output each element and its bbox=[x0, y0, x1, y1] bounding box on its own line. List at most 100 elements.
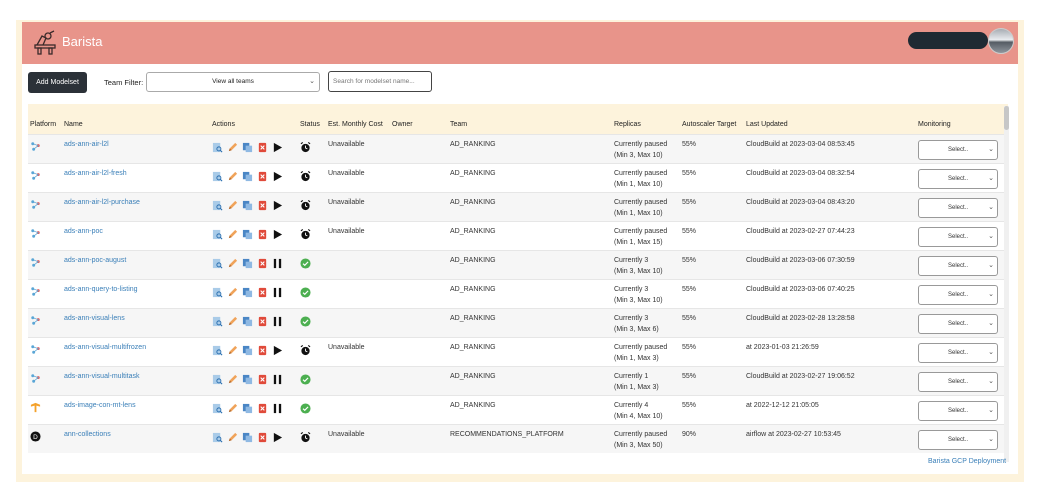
add-modelset-button[interactable]: Add Modelset bbox=[28, 72, 87, 93]
scrollbar-thumb[interactable] bbox=[1004, 106, 1009, 130]
avatar[interactable] bbox=[988, 28, 1014, 54]
edit-pencil-icon[interactable] bbox=[227, 200, 238, 211]
replicas-cell: Currently 4 (Min 4, Max 10) bbox=[612, 395, 680, 424]
delete-icon[interactable] bbox=[257, 374, 268, 385]
cost-cell: Unavailable bbox=[328, 140, 365, 148]
modelset-name-link[interactable]: ads-ann-poc bbox=[64, 227, 103, 235]
modelset-name-link[interactable]: ads-ann-air-l2l-fresh bbox=[64, 169, 127, 177]
monitoring-select[interactable]: Select.. ⌄ bbox=[918, 400, 998, 421]
inspect-icon[interactable] bbox=[212, 229, 223, 240]
delete-icon[interactable] bbox=[257, 200, 268, 211]
delete-icon[interactable] bbox=[257, 287, 268, 298]
delete-icon[interactable] bbox=[257, 171, 268, 182]
play-icon[interactable] bbox=[272, 229, 283, 240]
play-icon[interactable] bbox=[272, 200, 283, 211]
pause-icon[interactable] bbox=[272, 374, 283, 385]
team-filter-select[interactable]: View all teams ⌄ bbox=[146, 72, 320, 92]
delete-icon[interactable] bbox=[257, 403, 268, 414]
edit-pencil-icon[interactable] bbox=[227, 316, 238, 327]
pause-icon[interactable] bbox=[272, 258, 283, 269]
copy-icon[interactable] bbox=[242, 374, 253, 385]
copy-icon[interactable] bbox=[242, 287, 253, 298]
inspect-icon[interactable] bbox=[212, 200, 223, 211]
monitoring-select[interactable]: Select.. ⌄ bbox=[918, 429, 998, 450]
monitoring-select[interactable]: Select.. ⌄ bbox=[918, 284, 998, 305]
inspect-icon[interactable] bbox=[212, 345, 223, 356]
table-row: ads-ann-query-to-listing AD_RANKING Curren… bbox=[28, 279, 1008, 308]
check-circle-icon bbox=[300, 402, 311, 414]
play-icon[interactable] bbox=[272, 432, 283, 443]
monitoring-select[interactable]: Select.. ⌄ bbox=[918, 371, 998, 392]
inspect-icon[interactable] bbox=[212, 432, 223, 443]
copy-icon[interactable] bbox=[242, 229, 253, 240]
modelset-name-link[interactable]: ads-ann-poc-august bbox=[64, 256, 127, 264]
monitoring-select[interactable]: Select.. ⌄ bbox=[918, 226, 998, 247]
copy-icon[interactable] bbox=[242, 345, 253, 356]
copy-icon[interactable] bbox=[242, 200, 253, 211]
column-header: Owner bbox=[392, 120, 413, 128]
delete-icon[interactable] bbox=[257, 432, 268, 443]
modelset-name-link[interactable]: ann-collections bbox=[64, 430, 111, 438]
copy-icon[interactable] bbox=[242, 142, 253, 153]
copy-icon[interactable] bbox=[242, 432, 253, 443]
modelset-name-link[interactable]: ads-ann-air-l2l bbox=[64, 140, 109, 148]
play-icon[interactable] bbox=[272, 345, 283, 356]
svg-text:D: D bbox=[33, 434, 38, 441]
play-icon[interactable] bbox=[272, 142, 283, 153]
edit-pencil-icon[interactable] bbox=[227, 258, 238, 269]
delete-icon[interactable] bbox=[257, 229, 268, 240]
pause-icon[interactable] bbox=[272, 287, 283, 298]
copy-icon[interactable] bbox=[242, 171, 253, 182]
edit-pencil-icon[interactable] bbox=[227, 374, 238, 385]
alarm-clock-icon bbox=[300, 170, 311, 181]
monitoring-select[interactable]: Select.. ⌄ bbox=[918, 313, 998, 334]
autoscaler-target-cell: 55% bbox=[682, 314, 697, 322]
copy-icon[interactable] bbox=[242, 403, 253, 414]
inspect-icon[interactable] bbox=[212, 171, 223, 182]
search-input[interactable] bbox=[328, 71, 432, 92]
edit-pencil-icon[interactable] bbox=[227, 287, 238, 298]
pause-icon[interactable] bbox=[272, 403, 283, 414]
inspect-icon[interactable] bbox=[212, 374, 223, 385]
delete-icon[interactable] bbox=[257, 258, 268, 269]
inspect-icon[interactable] bbox=[212, 287, 223, 298]
modelset-name-link[interactable]: ads-ann-visual-multitask bbox=[64, 372, 140, 380]
edit-pencil-icon[interactable] bbox=[227, 142, 238, 153]
delete-icon[interactable] bbox=[257, 316, 268, 327]
footer-link[interactable]: Barista GCP Deployment bbox=[928, 458, 1007, 465]
edit-pencil-icon[interactable] bbox=[227, 403, 238, 414]
delete-icon[interactable] bbox=[257, 345, 268, 356]
pause-icon[interactable] bbox=[272, 316, 283, 327]
modelset-name-link[interactable]: ads-ann-air-l2l-purchase bbox=[64, 198, 140, 206]
vertical-scrollbar[interactable] bbox=[1004, 106, 1009, 462]
monitoring-select[interactable]: Select.. ⌄ bbox=[918, 168, 998, 189]
delete-icon[interactable] bbox=[257, 142, 268, 153]
row-actions bbox=[212, 371, 296, 385]
replicas-range: (Min 1, Max 10) bbox=[614, 209, 663, 217]
modelset-name-link[interactable]: ads-ann-visual-lens bbox=[64, 314, 125, 322]
modelset-name-link[interactable]: ads-ann-visual-multifrozen bbox=[64, 343, 147, 351]
monitoring-select[interactable]: Select.. ⌄ bbox=[918, 197, 998, 218]
inspect-icon[interactable] bbox=[212, 316, 223, 327]
user-menu-pill[interactable] bbox=[908, 32, 988, 49]
monitoring-select[interactable]: Select.. ⌄ bbox=[918, 342, 998, 363]
edit-pencil-icon[interactable] bbox=[227, 432, 238, 443]
inspect-icon[interactable] bbox=[212, 403, 223, 414]
modelset-name-link[interactable]: ads-ann-query-to-listing bbox=[64, 285, 138, 293]
edit-pencil-icon[interactable] bbox=[227, 345, 238, 356]
copy-icon[interactable] bbox=[242, 316, 253, 327]
play-icon[interactable] bbox=[272, 171, 283, 182]
replicas-status: Currently paused bbox=[614, 198, 668, 206]
chevron-down-icon: ⌄ bbox=[988, 348, 994, 356]
inspect-icon[interactable] bbox=[212, 258, 223, 269]
replicas-status: Currently paused bbox=[614, 140, 668, 148]
modelset-table-container: Platform Name Actions Status Est. Monthl… bbox=[28, 104, 1008, 462]
edit-pencil-icon[interactable] bbox=[227, 171, 238, 182]
copy-icon[interactable] bbox=[242, 258, 253, 269]
monitoring-select[interactable]: Select.. ⌄ bbox=[918, 139, 998, 160]
edit-pencil-icon[interactable] bbox=[227, 229, 238, 240]
modelset-name-link[interactable]: ads-image-con-mt-lens bbox=[64, 401, 136, 409]
monitoring-select[interactable]: Select.. ⌄ bbox=[918, 255, 998, 276]
inspect-icon[interactable] bbox=[212, 142, 223, 153]
d-icon: D bbox=[30, 431, 41, 444]
